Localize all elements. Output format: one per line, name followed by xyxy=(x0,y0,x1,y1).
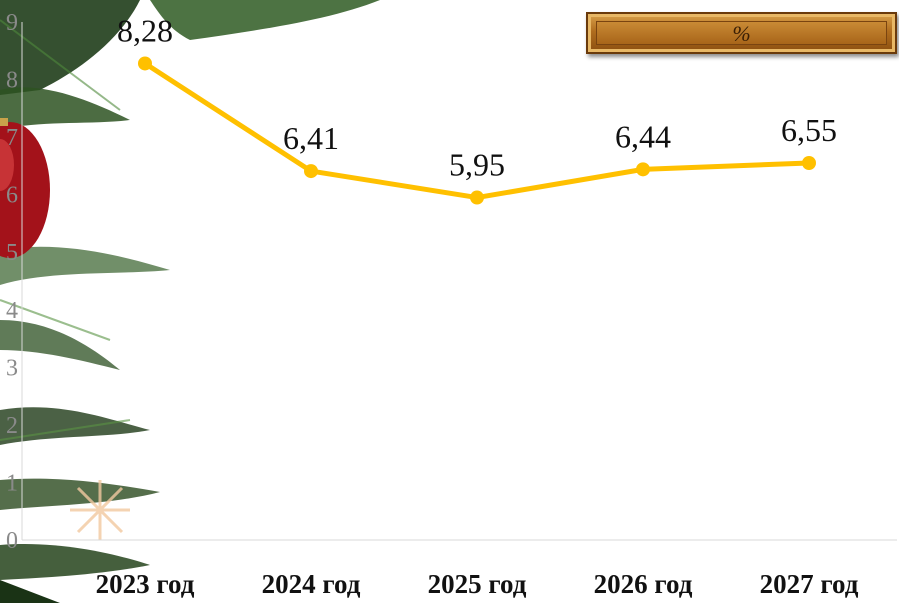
y-tick-label: 6 xyxy=(6,183,18,209)
y-tick-label: 0 xyxy=(6,528,18,554)
x-tick-label: 2025 год xyxy=(428,569,527,599)
ornament-ball-decoration xyxy=(0,118,50,258)
data-label-group: 8,28 6,41 5,95 6,44 6,55 xyxy=(117,12,837,182)
x-tick-label: 2024 год xyxy=(262,569,361,599)
y-tick-label: 2 xyxy=(6,413,18,439)
y-tick-label: 3 xyxy=(6,355,18,381)
data-label: 5,95 xyxy=(449,147,505,183)
x-axis-tick-labels: 2023 год 2024 год 2025 год 2026 год 2027 год xyxy=(96,569,859,599)
x-tick-label: 2026 год xyxy=(594,569,693,599)
x-tick-label: 2023 год xyxy=(96,569,195,599)
y-tick-label: 8 xyxy=(6,68,18,94)
pine-branch-decoration xyxy=(0,0,380,603)
data-point xyxy=(470,190,484,205)
y-tick-label: 1 xyxy=(6,470,18,496)
x-tick-label: 2027 год xyxy=(760,569,859,599)
data-label: 6,44 xyxy=(615,118,671,154)
data-point xyxy=(802,156,816,171)
y-tick-label: 5 xyxy=(6,240,18,266)
y-tick-label: 7 xyxy=(6,125,18,151)
unit-badge-label: % xyxy=(596,21,887,46)
snowflake-decoration xyxy=(70,480,130,540)
data-label: 6,55 xyxy=(781,112,837,148)
unit-badge: % xyxy=(586,12,897,54)
data-point xyxy=(304,164,318,179)
data-label: 6,41 xyxy=(283,120,339,156)
data-point xyxy=(636,162,650,177)
y-tick-label: 9 xyxy=(6,10,18,36)
data-label: 8,28 xyxy=(117,12,173,48)
y-tick-label: 4 xyxy=(6,298,18,324)
y-axis-tick-labels: 0 1 2 3 4 5 6 7 8 9 xyxy=(6,10,18,554)
series-line-group xyxy=(138,56,816,205)
data-point xyxy=(138,56,152,71)
